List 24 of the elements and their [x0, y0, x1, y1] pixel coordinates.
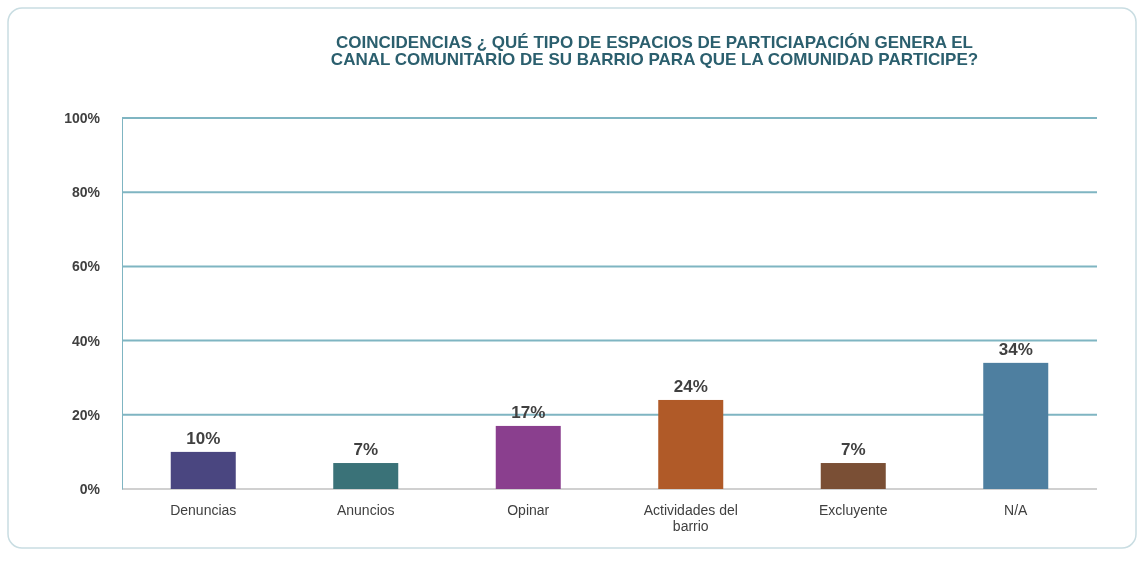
- x-tick-label: Anuncios: [336, 502, 395, 518]
- data-label: 7%: [840, 440, 866, 460]
- bar: [658, 399, 724, 489]
- x-tick-label: Denuncias: [170, 502, 237, 518]
- y-tick-label: 80%: [71, 184, 101, 201]
- data-label: 34%: [998, 339, 1033, 359]
- data-label: 24%: [673, 376, 708, 396]
- bar: [495, 425, 561, 489]
- y-tick-label: 0%: [79, 480, 101, 497]
- bar: [820, 463, 886, 489]
- y-tick-label: 100%: [64, 109, 101, 126]
- bar: [333, 463, 399, 489]
- x-tick-label: Actividades del barrio: [643, 502, 738, 534]
- bar: [170, 451, 236, 489]
- data-label: 7%: [353, 440, 379, 460]
- bar: [983, 362, 1049, 489]
- chart-title: COINCIDENCIAS ¿ QUÉ TIPO DE ESPACIOS DE PARTICIAPACIÓN GENERA EL CANAL COMUNITARIO DE SU BARRIO PARA QUE LA COMUNIDAD PARTICIPE?: [330, 33, 979, 69]
- x-tick-label: N/A: [1004, 502, 1029, 518]
- y-tick-label: 60%: [71, 258, 101, 275]
- x-tick-label: Opinar: [507, 502, 550, 518]
- y-tick-label: 20%: [71, 406, 101, 423]
- x-tick-label: Excluyente: [819, 502, 888, 518]
- data-label: 10%: [186, 428, 221, 448]
- y-tick-label: 40%: [71, 332, 101, 349]
